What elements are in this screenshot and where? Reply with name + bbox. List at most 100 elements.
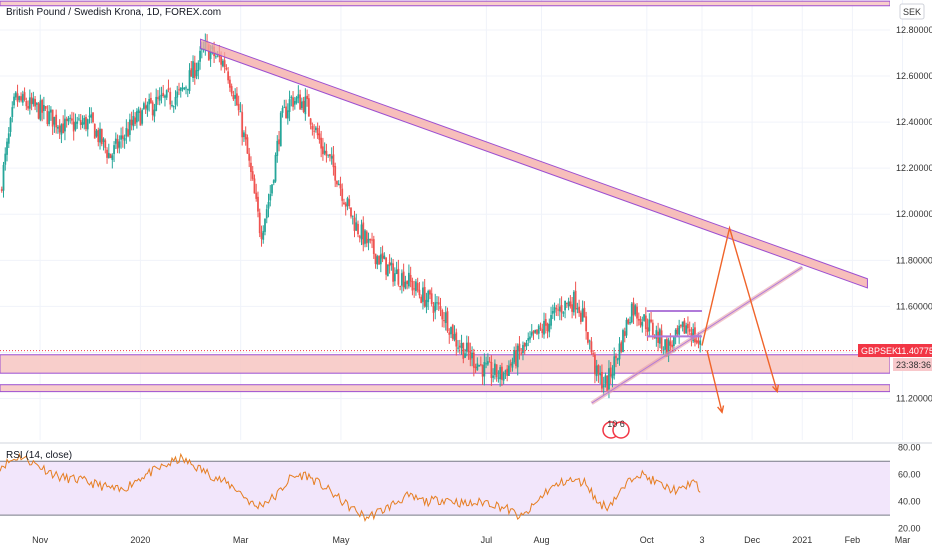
main-pane: [0, 0, 890, 440]
candle-body: [179, 87, 182, 91]
candle-body: [634, 305, 637, 315]
candle-body: [595, 365, 598, 377]
candle-body: [244, 133, 247, 140]
candle-body: [250, 162, 252, 173]
candle-body: [592, 353, 595, 355]
candle-body: [371, 239, 373, 241]
price-tick-label: 11.20000: [896, 394, 932, 404]
candle-body: [622, 330, 624, 352]
candle-body: [46, 111, 49, 125]
candle-body: [397, 268, 400, 285]
candle-body: [299, 94, 301, 110]
event-marker-text[interactable]: 10 6: [607, 419, 625, 429]
candle-body: [279, 112, 282, 147]
event-marker[interactable]: 10 6: [602, 419, 630, 439]
price-tick-label: 12.00000: [896, 209, 932, 219]
candle-body: [288, 99, 291, 112]
candle-body: [562, 312, 565, 314]
candle-body: [165, 90, 168, 98]
candle-body: [451, 324, 454, 339]
price-tick-label: 11.60000: [896, 301, 932, 311]
candle-body: [688, 329, 691, 332]
candle-body: [664, 339, 667, 350]
candle-body: [676, 328, 679, 334]
candle-body: [93, 124, 96, 139]
candle-body: [627, 319, 630, 324]
candle-body: [171, 105, 173, 107]
currency-button[interactable]: [899, 3, 925, 20]
candle-body: [630, 303, 633, 323]
chart-title: British Pound / Swedish Krona, 1D, FOREX…: [6, 7, 221, 18]
candle-body: [360, 224, 363, 240]
candle-body: [681, 321, 684, 327]
currency-button-label[interactable]: SEK: [903, 7, 921, 17]
candle-body: [125, 128, 128, 137]
candle-body: [42, 105, 45, 111]
projection-down-arrow[interactable]: [706, 349, 723, 413]
candle-body: [534, 329, 537, 333]
candle-body: [248, 153, 251, 161]
candle-body: [153, 109, 156, 117]
candle-body: [653, 336, 656, 338]
candle-body: [525, 342, 528, 347]
support-line[interactable]: [591, 266, 803, 404]
candle-body: [613, 356, 616, 376]
candle-body: [564, 300, 566, 311]
candle-body: [37, 103, 40, 119]
candle-body: [325, 150, 328, 156]
candle-body: [443, 320, 445, 322]
candle-body: [62, 123, 65, 134]
candle-body: [560, 305, 563, 313]
candle-body: [78, 118, 80, 120]
candle-body: [190, 68, 193, 77]
candle-body: [64, 118, 66, 132]
candle-body: [400, 273, 403, 286]
candle-body: [11, 107, 14, 118]
candle-body: [407, 272, 410, 287]
projection-down-arrow-head: [717, 405, 725, 414]
candle-body: [148, 99, 151, 105]
candle-body: [130, 119, 133, 126]
rsi-tick-label: 20.00: [898, 524, 921, 534]
candle-body: [523, 342, 526, 347]
candle-body: [567, 301, 570, 307]
rsi-axis[interactable]: 80.00 60.00 40.00 20.00: [898, 443, 921, 534]
candle-body: [467, 342, 470, 353]
candle-body: [674, 329, 677, 336]
candle-body: [86, 119, 89, 130]
candle-body: [616, 358, 619, 361]
candle-body: [609, 367, 612, 377]
candle-body: [476, 363, 479, 371]
candle-body: [416, 283, 419, 291]
candle-body: [132, 116, 135, 127]
projection-up-arrow[interactable]: [701, 225, 778, 392]
candle-body: [376, 256, 379, 265]
candle-body: [546, 323, 549, 331]
zone-rect[interactable]: [0, 0, 890, 7]
zone-rect[interactable]: [0, 384, 890, 393]
candle-body: [34, 99, 36, 107]
zone-rect[interactable]: [0, 354, 890, 374]
candle-body: [543, 320, 545, 335]
time-axis[interactable]: Nov 2020 Mar May Jul Aug Oct 3 Dec 2021 Feb Mar: [32, 535, 910, 545]
candle-body: [339, 184, 342, 189]
price-tick-label: 11.80000: [896, 255, 932, 265]
candle-body: [39, 100, 42, 120]
candle-body: [16, 93, 19, 102]
candle-body: [495, 364, 498, 378]
candle-body: [272, 180, 275, 183]
resistance-channel[interactable]: [200, 38, 868, 289]
candle-body: [265, 209, 268, 219]
candle-body: [444, 312, 447, 324]
rsi-tick-label: 40.00: [898, 497, 921, 507]
candle-body: [228, 79, 231, 88]
candle-body: [327, 154, 330, 156]
candle-body: [399, 286, 402, 288]
candle-body: [604, 375, 607, 384]
candle-body: [18, 96, 21, 100]
candle-body: [209, 50, 212, 60]
candle-body: [415, 281, 417, 292]
candle-body: [55, 114, 58, 128]
candle-body: [351, 215, 354, 217]
candle-body: [197, 62, 200, 72]
